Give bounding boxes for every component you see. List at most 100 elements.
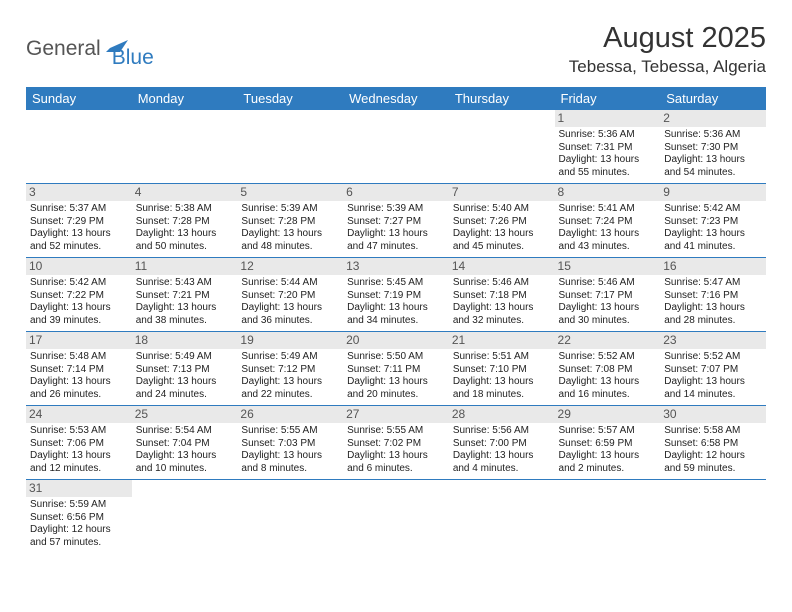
logo-text-blue: Blue bbox=[112, 46, 154, 70]
calendar-cell: 29Sunrise: 5:57 AMSunset: 6:59 PMDayligh… bbox=[555, 406, 661, 480]
daylight-text: Daylight: 12 hours bbox=[30, 524, 128, 537]
daylight-text: and 47 minutes. bbox=[347, 241, 445, 254]
sunrise-text: Sunrise: 5:47 AM bbox=[664, 277, 762, 290]
day-number: 14 bbox=[449, 258, 555, 275]
sunset-text: Sunset: 7:23 PM bbox=[664, 216, 762, 229]
calendar-cell: 19Sunrise: 5:49 AMSunset: 7:12 PMDayligh… bbox=[237, 332, 343, 406]
title-block: August 2025 Tebessa, Tebessa, Algeria bbox=[569, 22, 766, 77]
daylight-text: Daylight: 13 hours bbox=[453, 302, 551, 315]
sunset-text: Sunset: 7:12 PM bbox=[241, 364, 339, 377]
day-number: 6 bbox=[343, 184, 449, 201]
daylight-text: and 41 minutes. bbox=[664, 241, 762, 254]
day-number: 10 bbox=[26, 258, 132, 275]
calendar-week-row: 1Sunrise: 5:36 AMSunset: 7:31 PMDaylight… bbox=[26, 110, 766, 184]
calendar-cell: 9Sunrise: 5:42 AMSunset: 7:23 PMDaylight… bbox=[660, 184, 766, 258]
calendar-cell: 26Sunrise: 5:55 AMSunset: 7:03 PMDayligh… bbox=[237, 406, 343, 480]
calendar-cell: 1Sunrise: 5:36 AMSunset: 7:31 PMDaylight… bbox=[555, 110, 661, 184]
calendar-cell bbox=[132, 480, 238, 554]
sunset-text: Sunset: 7:20 PM bbox=[241, 290, 339, 303]
day-number: 19 bbox=[237, 332, 343, 349]
day-number: 1 bbox=[555, 110, 661, 127]
daylight-text: and 12 minutes. bbox=[30, 463, 128, 476]
day-header-row: Sunday Monday Tuesday Wednesday Thursday… bbox=[26, 87, 766, 110]
sunrise-text: Sunrise: 5:42 AM bbox=[664, 203, 762, 216]
sunrise-text: Sunrise: 5:54 AM bbox=[136, 425, 234, 438]
calendar-cell: 18Sunrise: 5:49 AMSunset: 7:13 PMDayligh… bbox=[132, 332, 238, 406]
sunset-text: Sunset: 7:28 PM bbox=[241, 216, 339, 229]
sunset-text: Sunset: 7:30 PM bbox=[664, 142, 762, 155]
calendar-cell: 22Sunrise: 5:52 AMSunset: 7:08 PMDayligh… bbox=[555, 332, 661, 406]
sunset-text: Sunset: 6:59 PM bbox=[559, 438, 657, 451]
calendar-cell: 10Sunrise: 5:42 AMSunset: 7:22 PMDayligh… bbox=[26, 258, 132, 332]
sunset-text: Sunset: 7:04 PM bbox=[136, 438, 234, 451]
sunset-text: Sunset: 7:21 PM bbox=[136, 290, 234, 303]
daylight-text: Daylight: 13 hours bbox=[453, 376, 551, 389]
daylight-text: Daylight: 13 hours bbox=[136, 376, 234, 389]
day-number: 11 bbox=[132, 258, 238, 275]
sunrise-text: Sunrise: 5:53 AM bbox=[30, 425, 128, 438]
day-number: 27 bbox=[343, 406, 449, 423]
day-number: 9 bbox=[660, 184, 766, 201]
sunset-text: Sunset: 7:26 PM bbox=[453, 216, 551, 229]
calendar-week-row: 31Sunrise: 5:59 AMSunset: 6:56 PMDayligh… bbox=[26, 480, 766, 554]
sunrise-text: Sunrise: 5:59 AM bbox=[30, 499, 128, 512]
sunrise-text: Sunrise: 5:37 AM bbox=[30, 203, 128, 216]
sunset-text: Sunset: 7:10 PM bbox=[453, 364, 551, 377]
daylight-text: and 8 minutes. bbox=[241, 463, 339, 476]
day-number: 29 bbox=[555, 406, 661, 423]
daylight-text: Daylight: 13 hours bbox=[453, 228, 551, 241]
calendar-week-row: 17Sunrise: 5:48 AMSunset: 7:14 PMDayligh… bbox=[26, 332, 766, 406]
day-number: 15 bbox=[555, 258, 661, 275]
day-number: 20 bbox=[343, 332, 449, 349]
sunset-text: Sunset: 7:08 PM bbox=[559, 364, 657, 377]
calendar-cell bbox=[237, 480, 343, 554]
daylight-text: Daylight: 13 hours bbox=[30, 376, 128, 389]
sunrise-text: Sunrise: 5:36 AM bbox=[559, 129, 657, 142]
calendar-cell: 23Sunrise: 5:52 AMSunset: 7:07 PMDayligh… bbox=[660, 332, 766, 406]
daylight-text: and 20 minutes. bbox=[347, 389, 445, 402]
day-number: 23 bbox=[660, 332, 766, 349]
sunrise-text: Sunrise: 5:46 AM bbox=[453, 277, 551, 290]
day-number: 18 bbox=[132, 332, 238, 349]
calendar-cell: 16Sunrise: 5:47 AMSunset: 7:16 PMDayligh… bbox=[660, 258, 766, 332]
sunrise-text: Sunrise: 5:49 AM bbox=[136, 351, 234, 364]
day-header: Tuesday bbox=[237, 87, 343, 110]
calendar-cell bbox=[449, 480, 555, 554]
calendar-cell: 31Sunrise: 5:59 AMSunset: 6:56 PMDayligh… bbox=[26, 480, 132, 554]
daylight-text: and 26 minutes. bbox=[30, 389, 128, 402]
day-number: 17 bbox=[26, 332, 132, 349]
daylight-text: and 18 minutes. bbox=[453, 389, 551, 402]
day-number: 22 bbox=[555, 332, 661, 349]
sunset-text: Sunset: 7:02 PM bbox=[347, 438, 445, 451]
daylight-text: Daylight: 13 hours bbox=[30, 302, 128, 315]
daylight-text: Daylight: 13 hours bbox=[347, 376, 445, 389]
daylight-text: and 22 minutes. bbox=[241, 389, 339, 402]
calendar-cell: 4Sunrise: 5:38 AMSunset: 7:28 PMDaylight… bbox=[132, 184, 238, 258]
sunrise-text: Sunrise: 5:39 AM bbox=[241, 203, 339, 216]
logo: General Blue bbox=[26, 28, 154, 70]
daylight-text: and 36 minutes. bbox=[241, 315, 339, 328]
sunrise-text: Sunrise: 5:55 AM bbox=[347, 425, 445, 438]
sunset-text: Sunset: 7:29 PM bbox=[30, 216, 128, 229]
daylight-text: Daylight: 13 hours bbox=[347, 302, 445, 315]
daylight-text: and 52 minutes. bbox=[30, 241, 128, 254]
daylight-text: and 4 minutes. bbox=[453, 463, 551, 476]
daylight-text: and 54 minutes. bbox=[664, 167, 762, 180]
calendar-week-row: 10Sunrise: 5:42 AMSunset: 7:22 PMDayligh… bbox=[26, 258, 766, 332]
calendar-table: Sunday Monday Tuesday Wednesday Thursday… bbox=[26, 87, 766, 553]
sunrise-text: Sunrise: 5:51 AM bbox=[453, 351, 551, 364]
day-number: 2 bbox=[660, 110, 766, 127]
daylight-text: and 32 minutes. bbox=[453, 315, 551, 328]
page-header: General Blue August 2025 Tebessa, Tebess… bbox=[26, 22, 766, 77]
day-number: 8 bbox=[555, 184, 661, 201]
daylight-text: and 57 minutes. bbox=[30, 537, 128, 550]
month-title: August 2025 bbox=[569, 22, 766, 55]
sunset-text: Sunset: 7:11 PM bbox=[347, 364, 445, 377]
sunrise-text: Sunrise: 5:57 AM bbox=[559, 425, 657, 438]
daylight-text: Daylight: 13 hours bbox=[136, 450, 234, 463]
calendar-cell: 13Sunrise: 5:45 AMSunset: 7:19 PMDayligh… bbox=[343, 258, 449, 332]
sunrise-text: Sunrise: 5:38 AM bbox=[136, 203, 234, 216]
daylight-text: and 16 minutes. bbox=[559, 389, 657, 402]
daylight-text: Daylight: 13 hours bbox=[241, 228, 339, 241]
daylight-text: Daylight: 13 hours bbox=[347, 450, 445, 463]
